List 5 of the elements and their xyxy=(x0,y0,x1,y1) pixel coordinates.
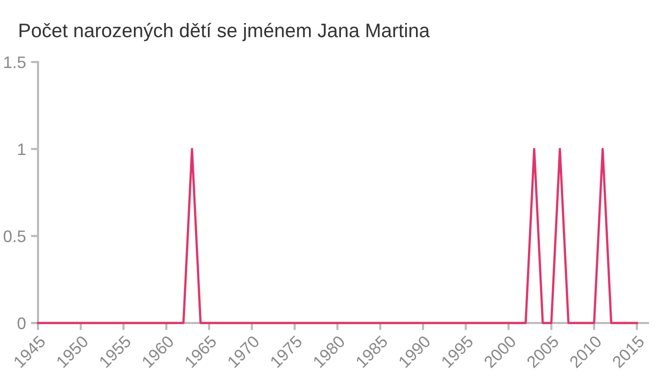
chart-title: Počet narozených dětí se jménem Jana Martina xyxy=(20,22,430,42)
y-tick-label: 0.5 xyxy=(4,230,26,242)
y-tick-label: 1.5 xyxy=(4,56,26,68)
y-tick-label: 1 xyxy=(18,144,26,156)
y-tick-label: 0 xyxy=(18,317,26,330)
